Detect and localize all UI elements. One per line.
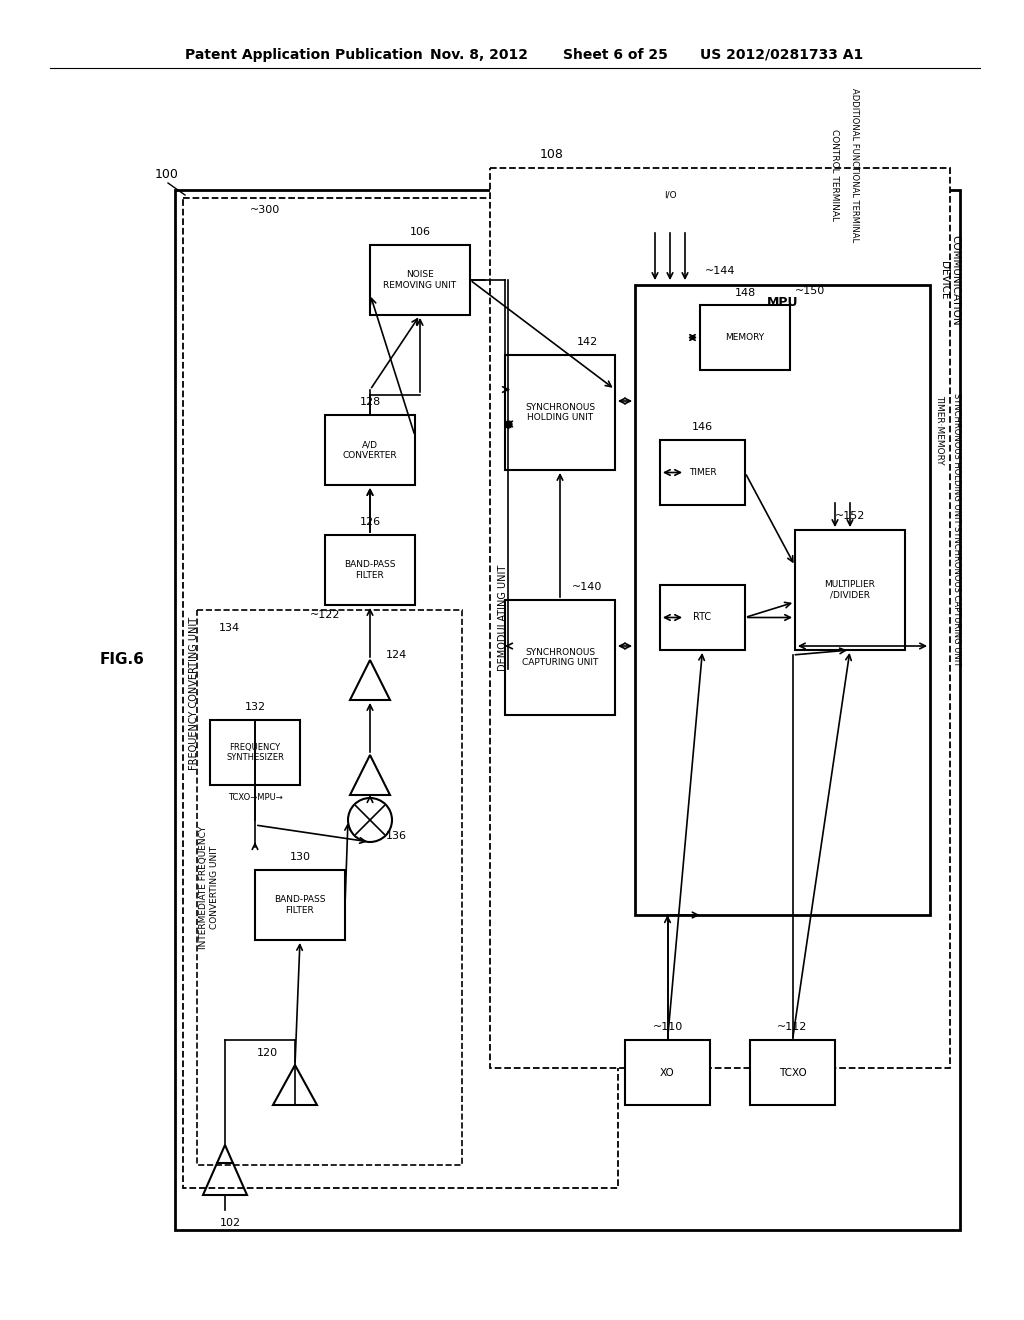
Bar	[700, 305, 790, 370]
Text: I/O: I/O	[664, 190, 676, 199]
Bar	[255, 870, 345, 940]
Bar	[625, 1040, 710, 1105]
Text: Sheet 6 of 25: Sheet 6 of 25	[563, 48, 668, 62]
Text: ~110: ~110	[652, 1022, 683, 1032]
Text: 108: 108	[540, 148, 564, 161]
Text: MEMORY: MEMORY	[725, 333, 765, 342]
Text: 102: 102	[220, 1218, 241, 1228]
Text: SYNCHRONOUS HOLDING UNIT·SYNCHRONOUS CAPTURING UNIT: SYNCHRONOUS HOLDING UNIT·SYNCHRONOUS CAP…	[952, 393, 962, 667]
Text: TCXO: TCXO	[778, 1068, 806, 1077]
Text: ~112: ~112	[777, 1022, 808, 1032]
Text: 132: 132	[245, 702, 265, 711]
Text: RTC: RTC	[693, 612, 712, 623]
Text: NOISE
REMOVING UNIT: NOISE REMOVING UNIT	[383, 271, 457, 289]
Text: Patent Application Publication: Patent Application Publication	[185, 48, 423, 62]
Bar	[505, 601, 615, 715]
Text: 106: 106	[410, 227, 430, 238]
Text: MPU: MPU	[767, 297, 799, 309]
Text: ADDITIONAL FUNCTIONAL TERMINAL: ADDITIONAL FUNCTIONAL TERMINAL	[851, 88, 859, 242]
Bar	[660, 585, 745, 649]
Text: 136: 136	[385, 832, 407, 841]
Text: FREQUENCY CONVERTING UNIT: FREQUENCY CONVERTING UNIT	[189, 616, 199, 770]
Text: ~140: ~140	[572, 582, 603, 591]
Text: ~122: ~122	[310, 610, 341, 620]
Bar	[635, 285, 930, 915]
Text: 146: 146	[692, 422, 713, 432]
Bar	[795, 531, 905, 649]
Text: A/D
CONVERTER: A/D CONVERTER	[343, 441, 397, 459]
Text: SYNCHRONOUS
HOLDING UNIT: SYNCHRONOUS HOLDING UNIT	[525, 403, 595, 422]
Text: FREQUENCY
SYNTHESIZER: FREQUENCY SYNTHESIZER	[226, 743, 284, 762]
Text: DEMODULATING UNIT: DEMODULATING UNIT	[498, 565, 508, 671]
Text: ~150: ~150	[795, 286, 825, 296]
Bar	[175, 190, 961, 1230]
Bar	[197, 610, 462, 1166]
Text: TIMER: TIMER	[689, 469, 717, 477]
Text: 120: 120	[256, 1048, 278, 1059]
Text: COMMUNICATION
DEVICE: COMMUNICATION DEVICE	[939, 235, 961, 325]
Text: BAND-PASS
FILTER: BAND-PASS FILTER	[344, 560, 395, 579]
Text: US 2012/0281733 A1: US 2012/0281733 A1	[700, 48, 863, 62]
Bar	[750, 1040, 835, 1105]
Text: XO: XO	[660, 1068, 675, 1077]
Text: 128: 128	[359, 397, 381, 407]
Text: 124: 124	[385, 649, 407, 660]
Text: FIG.6: FIG.6	[100, 652, 144, 668]
Text: 100: 100	[155, 169, 179, 181]
Bar	[370, 246, 470, 315]
Text: ~152: ~152	[835, 511, 865, 521]
Text: ~300: ~300	[250, 205, 281, 215]
Bar	[183, 198, 618, 1188]
Text: SYNCHRONOUS
CAPTURING UNIT: SYNCHRONOUS CAPTURING UNIT	[522, 648, 598, 667]
Text: INTERMEDIATE FREQUENCY
CONVERTING UNIT: INTERMEDIATE FREQUENCY CONVERTING UNIT	[200, 826, 219, 949]
Bar	[505, 355, 615, 470]
Bar	[490, 168, 950, 1068]
Text: BAND-PASS
FILTER: BAND-PASS FILTER	[274, 895, 326, 915]
Text: 134: 134	[219, 623, 240, 634]
Bar	[325, 414, 415, 484]
Text: TCXO→MPU→: TCXO→MPU→	[227, 792, 283, 801]
Text: CONTROL TERMINAL: CONTROL TERMINAL	[830, 129, 840, 220]
Text: 130: 130	[290, 851, 310, 862]
Text: TIMER·MEMORY: TIMER·MEMORY	[936, 395, 944, 465]
Text: MULTIPLIER
/DIVIDER: MULTIPLIER /DIVIDER	[824, 581, 876, 599]
Text: ~144: ~144	[705, 267, 735, 276]
Text: 142: 142	[577, 337, 598, 347]
Text: 126: 126	[359, 517, 381, 527]
Bar	[325, 535, 415, 605]
Bar	[660, 440, 745, 506]
Bar	[210, 719, 300, 785]
Text: 148: 148	[734, 288, 756, 298]
Text: Nov. 8, 2012: Nov. 8, 2012	[430, 48, 528, 62]
